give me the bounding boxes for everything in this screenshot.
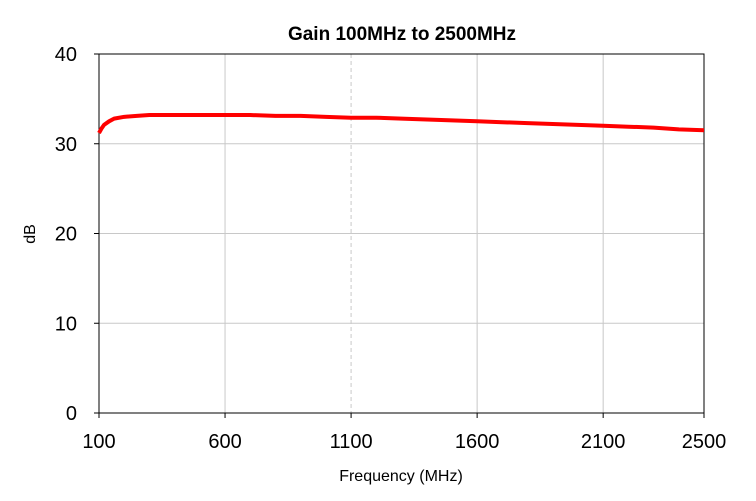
x-axis-title: Frequency (MHz) <box>339 468 463 485</box>
grid-lines <box>99 54 704 413</box>
x-tick-label: 2100 <box>581 431 626 453</box>
y-axis-title: dB <box>22 224 39 244</box>
x-tick-label: 600 <box>208 431 241 453</box>
series-layer <box>97 113 705 134</box>
y-tick-label: 40 <box>55 44 77 66</box>
y-tick-label: 20 <box>55 224 77 246</box>
x-tick-label: 2500 <box>682 431 727 453</box>
y-tick-label: 0 <box>66 403 77 425</box>
x-axis-ticks: 100 600 1100 1600 2100 2500 <box>82 413 726 453</box>
y-tick-label: 10 <box>55 313 77 335</box>
gain-series-line <box>97 113 705 134</box>
chart-title: Gain 100MHz to 2500MHz <box>288 24 516 45</box>
y-tick-label: 30 <box>55 134 77 156</box>
y-axis-ticks: 0 10 20 30 40 <box>55 44 99 425</box>
x-tick-label: 100 <box>82 431 115 453</box>
x-tick-label: 1100 <box>330 431 373 453</box>
x-tick-label: 1600 <box>455 431 500 453</box>
